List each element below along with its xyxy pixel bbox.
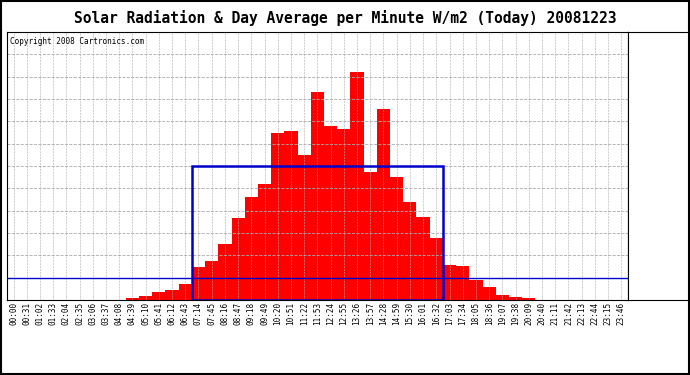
Text: 16:32: 16:32 — [432, 302, 441, 325]
Bar — [245, 197, 258, 300]
Text: 21:42: 21:42 — [564, 302, 573, 325]
Bar — [179, 284, 192, 300]
Text: 18:36: 18:36 — [484, 302, 493, 325]
Bar — [192, 166, 443, 300]
Text: 17:03: 17:03 — [445, 302, 454, 325]
Bar — [443, 265, 456, 300]
Text: 04:08: 04:08 — [115, 302, 124, 325]
Text: 21:11: 21:11 — [551, 302, 560, 325]
Bar — [166, 291, 179, 300]
Text: 22:13: 22:13 — [577, 302, 586, 325]
Text: 08:47: 08:47 — [234, 302, 243, 325]
Text: 19:38: 19:38 — [511, 302, 520, 325]
Bar — [469, 280, 482, 300]
Text: 13:26: 13:26 — [353, 302, 362, 325]
Text: 01:02: 01:02 — [35, 302, 44, 325]
Text: 23:15: 23:15 — [604, 302, 613, 325]
Text: Copyright 2008 Cartronics.com: Copyright 2008 Cartronics.com — [10, 37, 144, 46]
Text: 12:55: 12:55 — [339, 302, 348, 325]
Text: 16:01: 16:01 — [419, 302, 428, 325]
Bar — [337, 129, 351, 300]
Text: 23:46: 23:46 — [617, 302, 626, 325]
Bar — [390, 177, 403, 300]
Text: 14:28: 14:28 — [379, 302, 388, 325]
Text: 10:20: 10:20 — [273, 302, 282, 325]
Bar — [364, 172, 377, 300]
Bar — [232, 218, 245, 300]
Bar — [218, 244, 232, 300]
Text: 06:12: 06:12 — [168, 302, 177, 325]
Text: 10:51: 10:51 — [286, 302, 295, 325]
Bar — [417, 217, 430, 300]
Bar — [126, 298, 139, 300]
Text: 11:22: 11:22 — [299, 302, 308, 325]
Text: 00:00: 00:00 — [9, 302, 18, 325]
Text: 22:44: 22:44 — [591, 302, 600, 325]
Text: 19:07: 19:07 — [498, 302, 507, 325]
Bar — [324, 126, 337, 300]
Bar — [351, 72, 364, 300]
Text: 04:39: 04:39 — [128, 302, 137, 325]
Bar — [522, 298, 535, 300]
Bar — [377, 110, 390, 300]
Bar — [496, 294, 509, 300]
Text: 20:09: 20:09 — [524, 302, 533, 325]
Bar — [258, 184, 271, 300]
Bar — [284, 132, 297, 300]
Bar — [152, 292, 166, 300]
Bar — [139, 296, 152, 300]
Text: 03:06: 03:06 — [88, 302, 97, 325]
Text: 14:59: 14:59 — [392, 302, 401, 325]
Text: 08:16: 08:16 — [220, 302, 229, 325]
Text: 13:57: 13:57 — [366, 302, 375, 325]
Bar — [403, 202, 417, 300]
Text: 18:05: 18:05 — [471, 302, 480, 325]
Bar — [205, 261, 218, 300]
Bar — [430, 238, 443, 300]
Bar — [509, 297, 522, 300]
Text: 15:30: 15:30 — [406, 302, 415, 325]
Bar — [297, 155, 310, 300]
Bar — [192, 267, 205, 300]
Text: 02:04: 02:04 — [62, 302, 71, 325]
Text: 12:24: 12:24 — [326, 302, 335, 325]
Bar — [456, 266, 469, 300]
Text: 05:10: 05:10 — [141, 302, 150, 325]
Text: 06:43: 06:43 — [181, 302, 190, 325]
Text: 00:31: 00:31 — [22, 302, 31, 325]
Text: 02:35: 02:35 — [75, 302, 84, 325]
Bar — [271, 133, 284, 300]
Bar — [482, 287, 496, 300]
Text: 01:33: 01:33 — [48, 302, 58, 325]
Text: 20:40: 20:40 — [538, 302, 546, 325]
Text: 11:53: 11:53 — [313, 302, 322, 325]
Text: Solar Radiation & Day Average per Minute W/m2 (Today) 20081223: Solar Radiation & Day Average per Minute… — [74, 9, 616, 26]
Text: 09:49: 09:49 — [260, 302, 269, 325]
Text: 17:34: 17:34 — [458, 302, 467, 325]
Text: 09:18: 09:18 — [247, 302, 256, 325]
Text: 05:41: 05:41 — [155, 302, 164, 325]
Text: 07:45: 07:45 — [207, 302, 216, 325]
Text: 03:37: 03:37 — [101, 302, 110, 325]
Bar — [310, 92, 324, 300]
Text: 07:14: 07:14 — [194, 302, 203, 325]
